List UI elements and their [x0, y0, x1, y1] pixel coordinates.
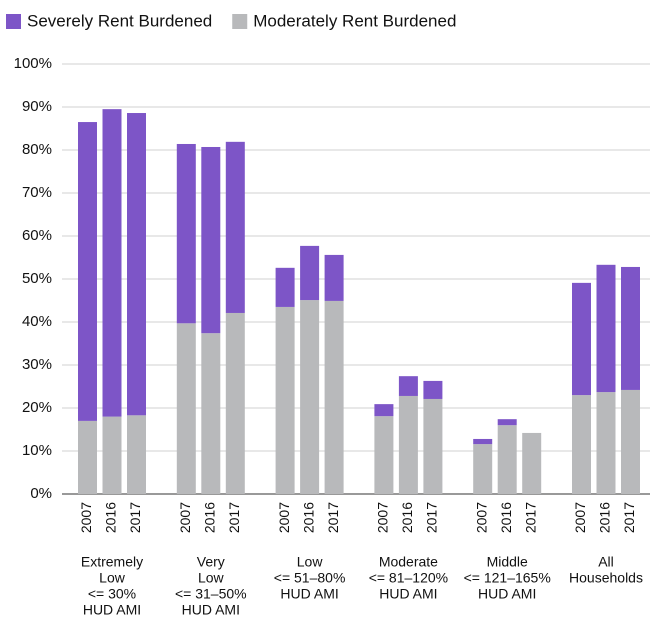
legend-label: Moderately Rent Burdened	[253, 11, 456, 30]
x-tick-label: 2017	[424, 502, 440, 533]
y-tick-label: 30%	[22, 356, 52, 373]
bar-segment	[497, 419, 517, 426]
bar-segment	[398, 376, 418, 396]
x-tick-label: 2016	[399, 502, 415, 533]
bar-segment	[324, 300, 344, 494]
group-label: Low	[198, 570, 225, 586]
bar-segment	[423, 398, 443, 494]
y-tick-label: 80%	[22, 141, 52, 158]
bar-segment	[127, 113, 146, 416]
group-label: Low	[99, 570, 126, 586]
x-tick-label: 2007	[375, 502, 391, 533]
x-tick-label: 2016	[202, 502, 218, 533]
bar-segment	[374, 416, 394, 494]
x-tick-label: 2007	[78, 502, 94, 533]
bar-segment	[398, 395, 418, 494]
bar-segment	[201, 146, 221, 334]
bar-segment	[176, 323, 196, 494]
bar-segment	[497, 425, 517, 494]
bar-segment	[572, 282, 591, 396]
group-label: <= 81–120%	[369, 570, 448, 586]
x-tick-label: 2016	[597, 502, 613, 533]
bar-segment	[324, 254, 344, 301]
group-label: Middle	[487, 554, 528, 570]
group-label: Very	[197, 554, 225, 570]
y-tick-label: 60%	[22, 227, 52, 244]
x-tick-label: 2017	[127, 502, 143, 533]
bar-segment	[225, 312, 245, 494]
y-tick-label: 90%	[22, 98, 52, 115]
legend-swatch	[6, 14, 21, 29]
y-tick-label: 70%	[22, 184, 52, 201]
bar-segment	[596, 264, 616, 393]
bar-segment	[522, 432, 542, 494]
group-label: <= 30%	[88, 586, 136, 602]
bar-segment	[300, 245, 320, 301]
x-tick-label: 2016	[300, 502, 316, 533]
bar-segment	[78, 420, 97, 494]
y-tick-label: 100%	[14, 55, 52, 72]
x-tick-label: 2016	[103, 502, 119, 533]
y-tick-label: 20%	[22, 399, 52, 416]
bar-segment	[572, 395, 591, 494]
x-tick-label: 2007	[473, 502, 489, 533]
group-label: <= 51–80%	[274, 570, 346, 586]
bar-segment	[127, 415, 146, 494]
bar-segment	[473, 438, 493, 445]
group-label: HUD AMI	[182, 602, 240, 618]
bar-segment	[473, 444, 493, 494]
legend-label: Severely Rent Burdened	[27, 11, 212, 30]
bar-segment	[201, 333, 221, 494]
bar-segment	[596, 392, 616, 494]
x-tick-label: 2007	[276, 502, 292, 533]
bar-segment	[102, 416, 122, 494]
x-tick-label: 2016	[498, 502, 514, 533]
x-tick-label: 2017	[621, 502, 637, 533]
x-tick-label: 2017	[325, 502, 341, 533]
x-tick-label: 2007	[572, 502, 588, 533]
group-label: HUD AMI	[280, 586, 338, 602]
group-label: Low	[297, 554, 324, 570]
bar-segment	[78, 122, 97, 421]
group-label: Extremely	[81, 554, 143, 570]
bar-segment	[225, 141, 245, 313]
bar-segment	[374, 404, 394, 417]
x-tick-label: 2007	[177, 502, 193, 533]
group-label: All	[598, 554, 614, 570]
group-label: Moderate	[379, 554, 438, 570]
group-label: HUD AMI	[379, 586, 437, 602]
legend-swatch	[232, 14, 248, 29]
y-tick-label: 40%	[22, 313, 52, 330]
group-label: <= 121–165%	[464, 570, 551, 586]
group-label: <= 31–50%	[175, 586, 247, 602]
bar-segment	[300, 300, 320, 494]
bar-segment	[176, 143, 196, 324]
group-label: HUD AMI	[478, 586, 536, 602]
y-tick-label: 10%	[22, 442, 52, 459]
x-tick-label: 2017	[522, 502, 538, 533]
group-label: Households	[569, 570, 643, 586]
y-tick-label: 0%	[30, 485, 52, 502]
x-tick-label: 2017	[226, 502, 242, 533]
bar-segment	[102, 109, 122, 417]
y-tick-label: 50%	[22, 270, 52, 287]
group-label: HUD AMI	[83, 602, 141, 618]
bar-segment	[423, 380, 443, 399]
bar-segment	[621, 266, 640, 390]
bar-segment	[621, 389, 640, 494]
bar-segment	[275, 306, 295, 494]
bar-segment	[275, 267, 295, 307]
